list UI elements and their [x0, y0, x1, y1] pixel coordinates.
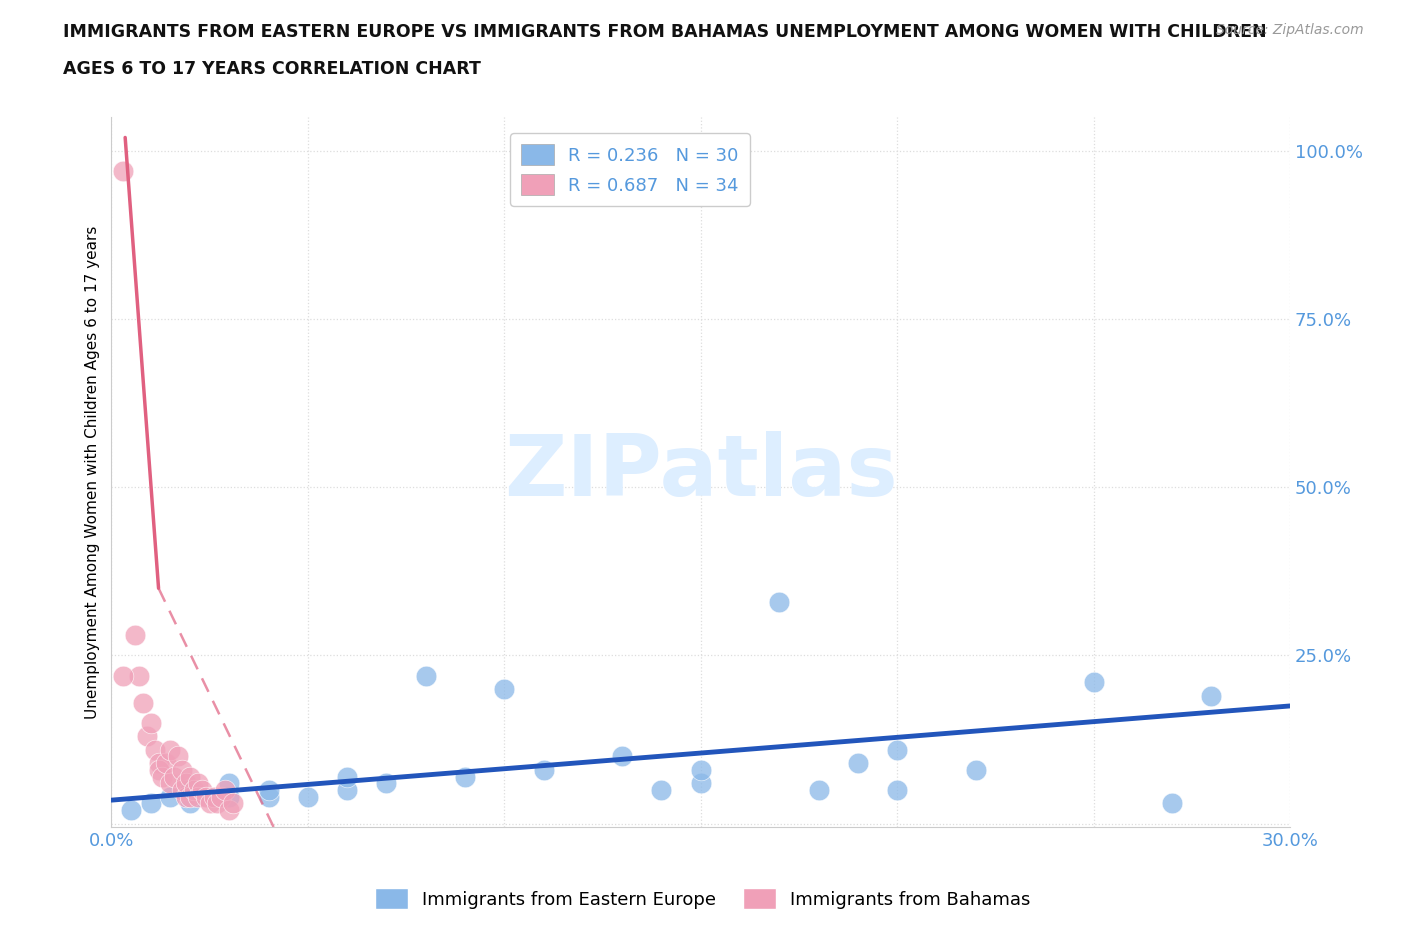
- Point: [135, 729, 157, 744]
- Legend: Immigrants from Eastern Europe, Immigrants from Bahamas: Immigrants from Eastern Europe, Immigran…: [368, 881, 1038, 916]
- Point: [191, 783, 214, 798]
- Point: [174, 790, 197, 804]
- Point: [209, 790, 232, 804]
- Point: [650, 783, 672, 798]
- Point: [159, 790, 181, 804]
- Point: [179, 790, 201, 804]
- Point: [454, 769, 477, 784]
- Text: Source: ZipAtlas.com: Source: ZipAtlas.com: [1216, 23, 1364, 37]
- Point: [886, 742, 908, 757]
- Point: [194, 790, 217, 804]
- Point: [152, 769, 174, 784]
- Point: [112, 164, 135, 179]
- Text: ZIPatlas: ZIPatlas: [503, 431, 897, 513]
- Point: [124, 628, 146, 643]
- Point: [159, 742, 181, 757]
- Point: [202, 790, 225, 804]
- Point: [167, 749, 190, 764]
- Point: [183, 783, 205, 798]
- Point: [120, 803, 142, 817]
- Point: [494, 682, 516, 697]
- Point: [187, 776, 209, 790]
- Point: [207, 796, 229, 811]
- Point: [336, 769, 359, 784]
- Point: [846, 756, 869, 771]
- Point: [886, 783, 908, 798]
- Point: [533, 763, 555, 777]
- Point: [257, 790, 280, 804]
- Point: [965, 763, 987, 777]
- Point: [139, 715, 162, 730]
- Point: [174, 776, 197, 790]
- Point: [148, 763, 170, 777]
- Point: [172, 763, 194, 777]
- Point: [143, 742, 166, 757]
- Text: AGES 6 TO 17 YEARS CORRELATION CHART: AGES 6 TO 17 YEARS CORRELATION CHART: [63, 60, 481, 78]
- Point: [218, 790, 240, 804]
- Point: [218, 776, 240, 790]
- Point: [1083, 675, 1105, 690]
- Point: [179, 783, 201, 798]
- Y-axis label: Unemployment Among Women with Children Ages 6 to 17 years: Unemployment Among Women with Children A…: [86, 225, 100, 719]
- Point: [179, 796, 201, 811]
- Legend: R = 0.236   N = 30, R = 0.687   N = 34: R = 0.236 N = 30, R = 0.687 N = 34: [510, 133, 749, 206]
- Point: [214, 783, 236, 798]
- Text: IMMIGRANTS FROM EASTERN EUROPE VS IMMIGRANTS FROM BAHAMAS UNEMPLOYMENT AMONG WOM: IMMIGRANTS FROM EASTERN EUROPE VS IMMIGR…: [63, 23, 1267, 41]
- Point: [163, 769, 186, 784]
- Point: [689, 763, 711, 777]
- Point: [807, 783, 830, 798]
- Point: [132, 695, 155, 710]
- Point: [139, 796, 162, 811]
- Point: [128, 669, 150, 684]
- Point: [415, 669, 437, 684]
- Point: [112, 669, 135, 684]
- Point: [297, 790, 319, 804]
- Point: [689, 776, 711, 790]
- Point: [768, 594, 790, 609]
- Point: [159, 776, 181, 790]
- Point: [198, 796, 221, 811]
- Point: [336, 783, 359, 798]
- Point: [172, 783, 194, 798]
- Point: [148, 756, 170, 771]
- Point: [1201, 688, 1223, 703]
- Point: [179, 769, 201, 784]
- Point: [155, 756, 177, 771]
- Point: [222, 796, 245, 811]
- Point: [187, 790, 209, 804]
- Point: [375, 776, 398, 790]
- Point: [1161, 796, 1184, 811]
- Point: [257, 783, 280, 798]
- Point: [218, 803, 240, 817]
- Point: [610, 749, 633, 764]
